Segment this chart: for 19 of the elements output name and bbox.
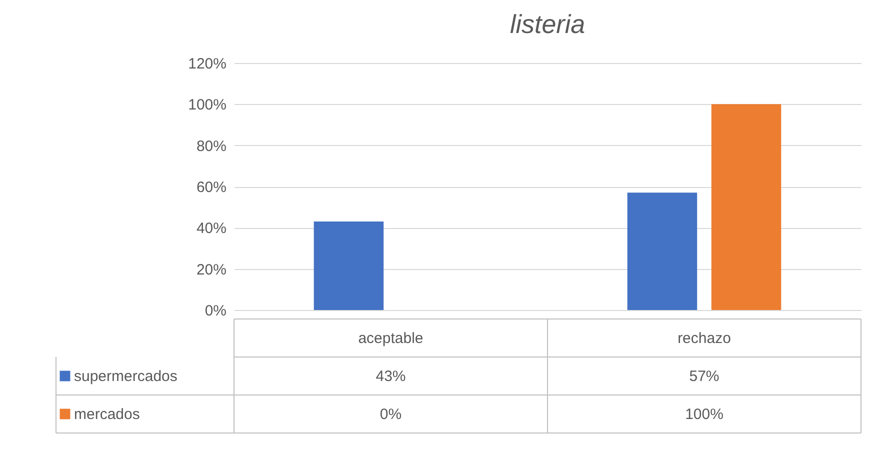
bar: [627, 192, 698, 310]
y-tick-label: 60%: [196, 179, 226, 196]
x-tick-label: aceptable: [358, 330, 424, 347]
bar: [711, 104, 782, 310]
y-tick-label: 100%: [188, 96, 226, 114]
legend-label: mercados: [74, 406, 140, 423]
y-tick-label: 80%: [196, 138, 226, 155]
x-tick-label: rechazo: [678, 330, 731, 347]
legend-label: supermercados: [74, 368, 178, 385]
y-tick-label: 40%: [196, 220, 226, 238]
data-label: 43%: [376, 368, 406, 385]
data-label: 100%: [685, 406, 724, 423]
data-label: 57%: [689, 368, 720, 385]
chart-title: listeria: [510, 9, 586, 39]
data-label: 0%: [380, 406, 402, 423]
y-tick-label: 120%: [188, 56, 226, 72]
y-tick-label: 20%: [196, 261, 226, 278]
y-tick-label: 0%: [204, 302, 226, 320]
bar: [314, 221, 384, 310]
